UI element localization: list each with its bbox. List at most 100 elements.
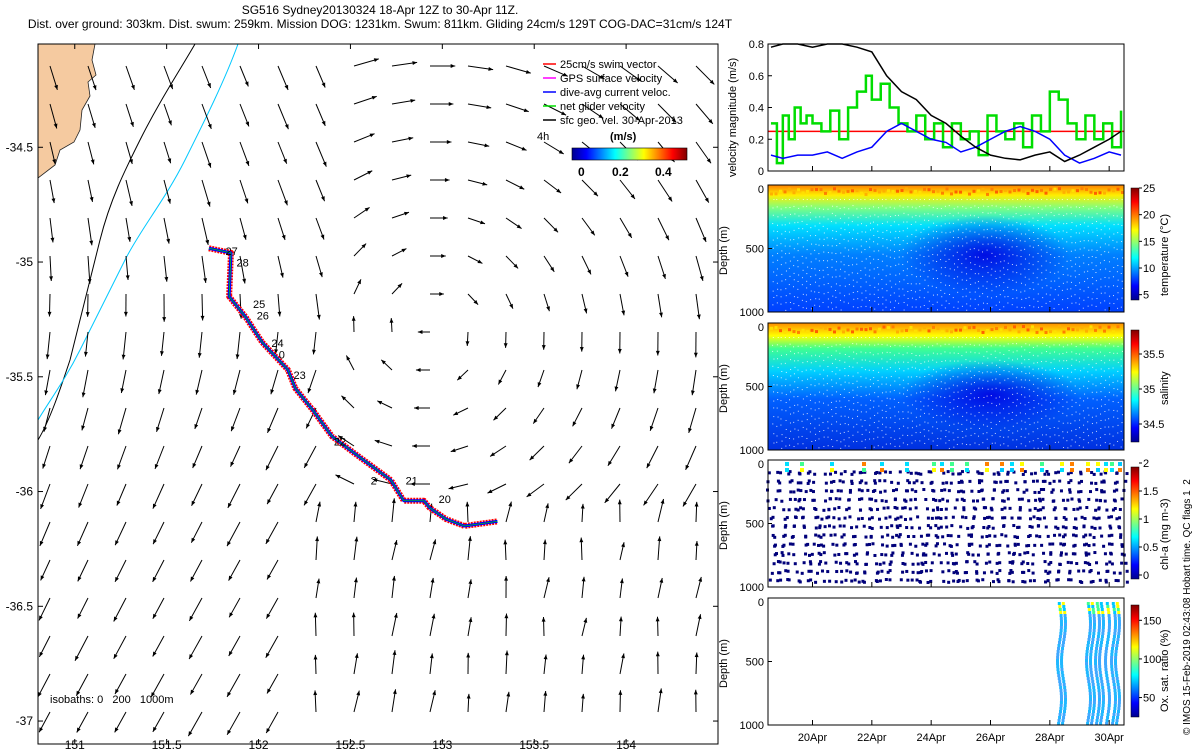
profile-sample [1050,337,1052,338]
oxygen-sample [1056,653,1060,656]
chla-sample [1082,569,1086,573]
profile-sample [1079,404,1081,406]
profile-sample [788,337,790,338]
map-xtick-label: 152 [249,738,269,750]
profile-sample [1067,274,1069,276]
chla-sample [1108,560,1112,564]
chla-sample [1034,498,1038,502]
profile-sample [780,424,782,426]
profile-sample [1116,248,1118,250]
colorbar-tick-0: 0 [578,165,585,179]
profile-sample [1062,299,1064,301]
velocity-arrow-head [401,248,407,253]
profile-sample [1054,256,1056,258]
profile-sample [994,212,996,214]
oxygen-sample [1059,629,1063,632]
profile-sample [978,287,980,289]
oxygen-sample [1111,641,1115,644]
profile-sample [1083,439,1085,441]
profile-sample [1122,257,1124,259]
profile-sample [1046,285,1048,287]
profile-sample [1050,378,1052,380]
chla-sample [996,471,1000,475]
profile-sample [970,337,972,338]
profile-sample [878,363,880,365]
profile-sample [882,417,884,419]
profile-sample [1079,419,1081,421]
chla-sample [906,578,910,582]
oxygen-sample [1056,662,1060,665]
profile-sample [1095,280,1097,282]
chla-sample [822,551,826,555]
profile-sample [1024,387,1026,389]
profile-sample [991,306,993,308]
profile-sample [772,207,774,209]
oxygen-sample [1107,707,1111,710]
profile-sample [1032,246,1034,248]
profile-sample [957,291,959,293]
chla-sample [873,481,877,485]
profile-sample [797,296,799,298]
oxygen-sample [1116,608,1120,611]
profile-sample [869,293,871,295]
profile-sample [1095,305,1097,307]
profile-sample [818,298,820,300]
profile-sample [806,240,808,242]
profile-sample [1083,400,1085,402]
profile-sample [911,216,913,218]
profile-sample [1078,353,1080,355]
profile-sample [941,421,943,423]
oxygen-sample [1107,617,1111,620]
profile-sample [827,218,829,220]
profile-sample [874,308,876,310]
profile-sample [927,291,929,293]
profile-sample [814,427,816,429]
profile-sample [903,309,905,311]
profile-sample [814,225,816,227]
oxygen-sample [1117,611,1121,614]
chla-sample [1071,552,1075,556]
surface-sample [1098,325,1102,329]
chla-sample [1086,561,1090,565]
profile-sample [979,378,981,380]
velocity-arrow-head [468,579,473,585]
profile-sample [928,270,930,272]
oxygen-sample [1059,689,1063,692]
oxygen-sample [1097,686,1101,689]
profile-sample [1091,222,1093,224]
surface-sample [932,190,935,194]
profile-sample [1008,224,1010,226]
velocity-arrow-head [87,279,92,284]
oxygen-sample [1097,626,1101,629]
chla-sample [876,507,880,511]
chla-sample [1059,542,1063,546]
velocity-arrow-head [467,536,472,541]
chla-surface-sample [1010,462,1014,466]
profile-sample [957,307,959,309]
profile-sample [784,238,786,240]
chla-sample [1074,517,1078,521]
profile-sample [1011,304,1013,306]
profile-sample [1025,233,1027,235]
oxygen-sample [1097,617,1101,620]
profile-sample [1016,399,1018,401]
profile-sample [794,213,796,215]
chla-sample [1089,580,1093,584]
chla-sample [903,562,907,566]
profile-sample [793,229,795,231]
profile-sample [957,301,959,303]
profile-sample [773,433,775,435]
velocity-arrow-head [484,143,490,148]
profile-sample [1100,444,1102,446]
profile-sample [1084,215,1086,217]
profile-sample [1007,436,1009,438]
profile-sample [865,290,867,292]
profile-sample [898,224,900,226]
profile-sample [802,362,804,364]
profile-sample [936,245,938,247]
profile-sample [899,445,901,447]
chla-sample [832,525,836,529]
surface-sample [1089,190,1093,194]
profile-sample [1091,391,1093,393]
